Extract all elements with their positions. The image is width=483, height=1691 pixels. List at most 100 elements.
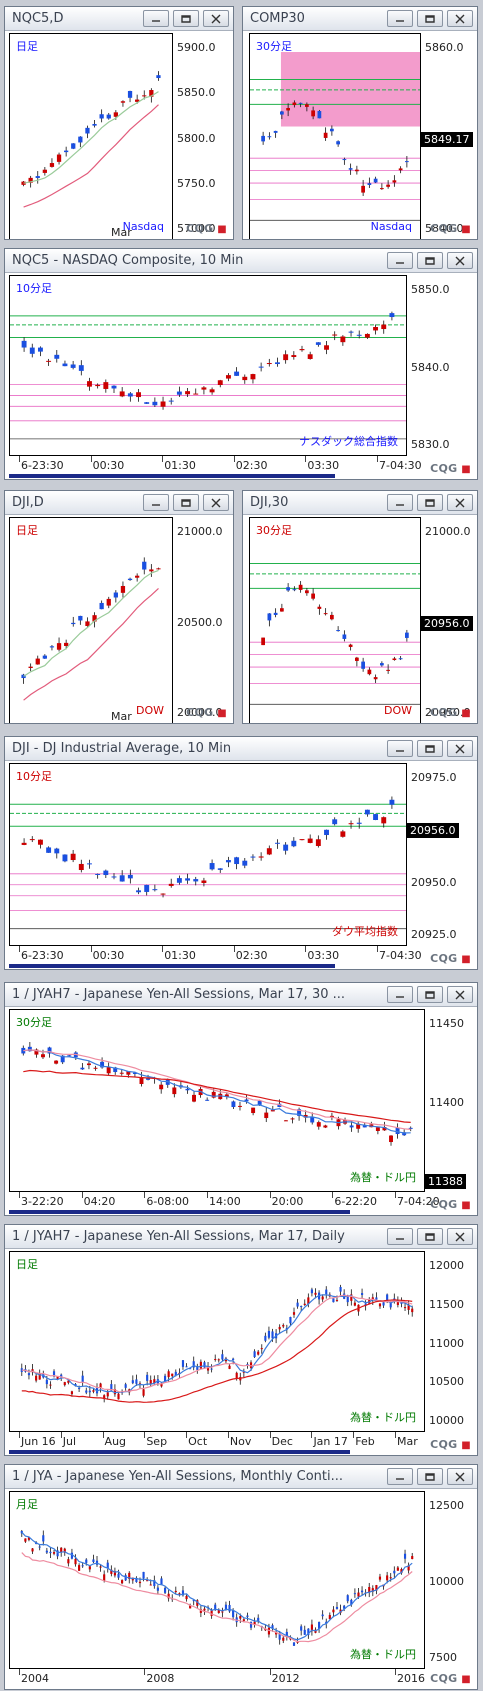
window-title: DJI,30 [250,495,289,510]
candle-body [121,1580,124,1584]
maximize-button[interactable] [417,10,443,27]
chart-plot-area[interactable]: 日足 為替・ドル円 [9,1251,425,1432]
minimize-button[interactable] [143,494,169,511]
chart-window-w4[interactable]: DJI,D日足DOW21000.020500.020000.0132127010… [4,490,234,724]
candle-body [271,1331,274,1339]
window-titlebar[interactable]: NQC5 - NASDAQ Composite, 10 Min [5,249,477,273]
chart-plot-area[interactable]: 30分足 為替・ドル円 [9,1009,425,1192]
minimize-button[interactable] [387,986,413,1003]
candle-body [350,1599,353,1605]
chart-scrollbar[interactable] [9,474,336,478]
window-titlebar[interactable]: DJI - DJ Industrial Average, 10 Min [5,737,477,761]
cqg-logo-mark: ■ [457,708,471,719]
chart-window-w9[interactable]: 1 / JYA - Japanese Yen-All Sessions, Mon… [4,1464,478,1690]
maximize-button[interactable] [417,252,443,269]
candle-body [258,366,264,368]
chart-scrollbar[interactable] [9,1450,351,1454]
window-titlebar[interactable]: COMP30 [243,7,477,31]
maximize-button[interactable] [417,1228,443,1245]
maximize-button[interactable] [417,986,443,1003]
time-axis-tick [332,1192,334,1198]
candle-body [113,112,118,117]
candle-body [174,1371,177,1376]
chart-window-w1[interactable]: NQC5,D 日足 Nasdaq 5900.0 5850.0 5800.0 5750.0 57… [4,6,234,240]
cqg-logo-text: CQG [430,1438,458,1451]
chart-scrollbar[interactable] [9,964,336,968]
window-titlebar[interactable]: 1 / JYAH7 - Japanese Yen-All Sessions, M… [5,1225,477,1249]
candle-body [224,1358,228,1362]
candle-body [251,1107,256,1114]
close-button[interactable] [447,494,473,511]
maximize-button[interactable] [417,740,443,757]
minimize-button[interactable] [387,740,413,757]
maximize-button[interactable] [417,494,443,511]
time-axis-label: Feb [355,1435,375,1448]
maximize-button[interactable] [417,1468,443,1485]
cqg-logo-text: CQG [430,222,458,235]
window-controls [387,986,473,1003]
window-titlebar[interactable]: DJI,30 [243,491,477,515]
price-axis-label: 21000.0 [177,525,223,538]
time-axis-label: Dec [271,1435,293,1448]
price-axis-label: 5800.0 [177,131,216,145]
window-titlebar[interactable]: DJI,D [5,491,233,515]
time-axis: 6-23:30 00:30 01:30 02:30 03:30 7-04:30 [9,946,422,964]
chart-window-w7[interactable]: 1 / JYAH7 - Japanese Yen-All Sessions, M… [4,982,478,1216]
candle-body [185,391,191,395]
chart-scrollbar[interactable] [9,1210,351,1214]
candle-body [165,1079,170,1085]
minimize-button[interactable] [387,10,413,27]
candle-body [353,1302,356,1306]
candle-body [28,666,33,668]
candle-body [28,177,33,183]
close-button[interactable] [447,1468,473,1485]
candle-body [282,1325,285,1327]
candle-body [124,1384,127,1388]
chart-window-w8[interactable]: 1 / JYAH7 - Japanese Yen-All Sessions, M… [4,1224,478,1456]
minimize-button[interactable] [387,1468,413,1485]
chart-plot-area[interactable]: 10分足 ナスダック総合指数 [9,275,407,456]
close-button[interactable] [447,252,473,269]
window-titlebar[interactable]: 1 / JYA - Japanese Yen-All Sessions, Mon… [5,1465,477,1489]
chart-window-w3[interactable]: NQC5 - NASDAQ Composite, 10 Min 10分足 ナスダック… [4,248,478,480]
candle-body [217,868,223,870]
window-controls [387,10,473,27]
candle-body [210,1610,213,1616]
chart-window-w2[interactable]: COMP3030分足Nasdaq5860.05849.175840.003:30… [242,6,478,240]
chart-plot-area[interactable]: 月足 為替・ドル円 [9,1491,425,1669]
candle-body [356,334,362,336]
window-titlebar[interactable]: 1 / JYAH7 - Japanese Yen-All Sessions, M… [5,983,477,1007]
minimize-button[interactable] [387,1228,413,1245]
candle-body [126,1071,131,1075]
cqg-logo: CQG ■ [430,1672,471,1685]
chart-plot-area[interactable]: 10分足 ダウ平均指数 [9,763,407,946]
close-button[interactable] [447,1228,473,1245]
price-axis: 21000.0 20500.0 20000.0 [177,517,233,723]
close-button[interactable] [447,740,473,757]
minimize-button[interactable] [143,10,169,27]
chart-window-w5[interactable]: DJI,3030分足DOW21000.020956.020950.06-23:3… [242,490,478,724]
candle-body [339,1286,342,1292]
chart-plot-area[interactable]: 日足 DOW [9,517,173,723]
chart-plot-area[interactable]: 30分足 Nasdaq [249,33,421,239]
candle-body [27,1373,31,1376]
minimize-button[interactable] [387,252,413,269]
candle-body [56,154,62,162]
close-button[interactable] [447,10,473,27]
chart-window-w6[interactable]: DJI - DJ Industrial Average, 10 Min 10分足ダ… [4,736,478,970]
candle-body [257,1100,262,1105]
window-titlebar[interactable]: NQC5,D [5,7,233,31]
cqg-logo: CQG ■ [430,1198,471,1211]
maximize-button[interactable] [173,494,199,511]
close-button[interactable] [447,986,473,1003]
chart-plot-area[interactable]: 30分足 DOW [249,517,421,723]
maximize-button[interactable] [173,10,199,27]
time-axis-tick [353,1432,355,1438]
candle-body [330,614,334,620]
close-button[interactable] [203,10,229,27]
time-axis-tick [377,456,378,462]
minimize-button[interactable] [387,494,413,511]
close-button[interactable] [203,494,229,511]
chart-plot-area[interactable]: 日足 Nasdaq [9,33,173,239]
time-axis-tick [144,1432,146,1438]
